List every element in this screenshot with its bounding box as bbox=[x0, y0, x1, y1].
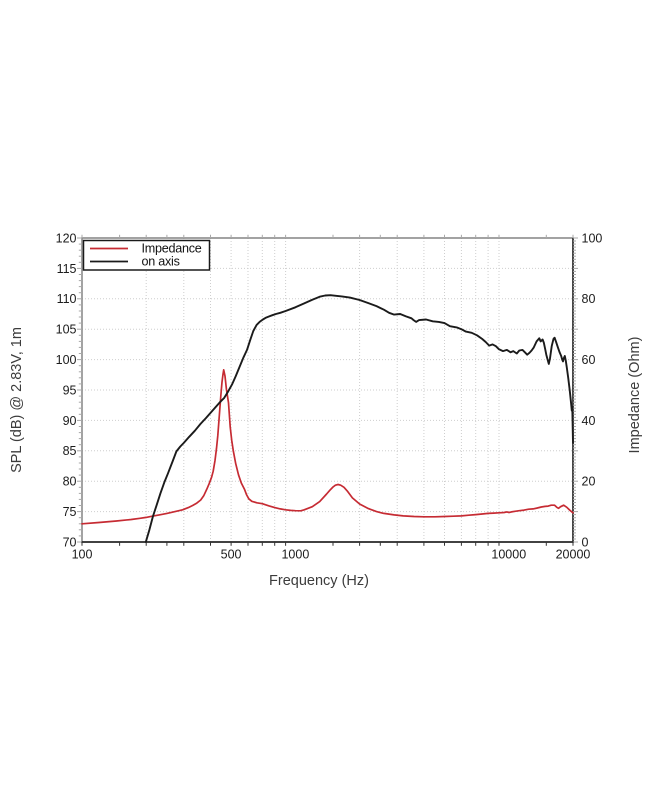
svg-text:on axis: on axis bbox=[142, 255, 180, 269]
svg-text:70: 70 bbox=[63, 535, 77, 549]
svg-text:10000: 10000 bbox=[491, 548, 526, 562]
svg-text:20: 20 bbox=[582, 475, 596, 489]
svg-text:Frequency (Hz): Frequency (Hz) bbox=[269, 573, 369, 589]
svg-text:500: 500 bbox=[221, 548, 242, 562]
svg-text:100: 100 bbox=[56, 353, 77, 367]
svg-text:115: 115 bbox=[57, 262, 77, 276]
svg-text:80: 80 bbox=[63, 475, 77, 489]
svg-text:95: 95 bbox=[63, 383, 77, 397]
svg-text:40: 40 bbox=[582, 414, 596, 428]
svg-text:20000: 20000 bbox=[556, 548, 591, 562]
svg-text:100: 100 bbox=[72, 548, 93, 562]
svg-text:Impedance: Impedance bbox=[142, 242, 202, 256]
svg-text:100: 100 bbox=[582, 231, 603, 245]
svg-text:SPL (dB) @ 2.83V, 1m: SPL (dB) @ 2.83V, 1m bbox=[9, 327, 25, 473]
svg-text:Impedance (Ohm): Impedance (Ohm) bbox=[627, 337, 643, 454]
svg-text:105: 105 bbox=[56, 323, 77, 337]
svg-text:120: 120 bbox=[56, 231, 77, 245]
svg-text:1000: 1000 bbox=[281, 548, 309, 562]
svg-text:60: 60 bbox=[582, 353, 596, 367]
svg-text:85: 85 bbox=[63, 444, 77, 458]
svg-text:110: 110 bbox=[57, 292, 77, 306]
svg-text:0: 0 bbox=[582, 535, 589, 549]
svg-text:90: 90 bbox=[63, 414, 77, 428]
svg-text:80: 80 bbox=[582, 292, 596, 306]
svg-text:75: 75 bbox=[63, 505, 77, 519]
